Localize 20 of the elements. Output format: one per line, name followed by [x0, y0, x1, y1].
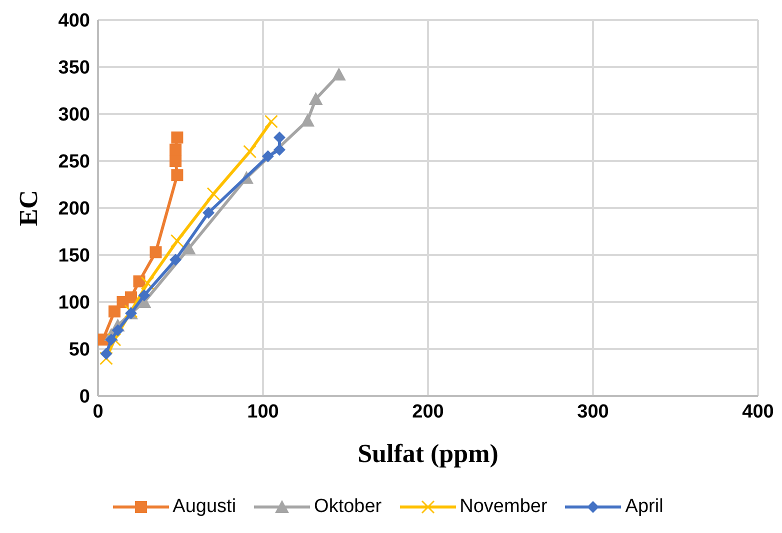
y-tick-label: 0 — [79, 386, 90, 408]
y-tick-label: 50 — [68, 340, 90, 361]
x-tick-label: 200 — [412, 401, 444, 422]
legend-label: Oktober — [314, 496, 382, 518]
x-tick-label: 100 — [247, 401, 279, 422]
x-tick-label: 0 — [92, 401, 104, 422]
y-tick-label: 200 — [58, 198, 90, 220]
y-tick-label: 250 — [58, 152, 90, 173]
legend-label: November — [460, 496, 548, 518]
x-axis-title: Sulfat (ppm) — [358, 439, 498, 468]
y-tick-label: 100 — [58, 292, 90, 314]
x-tick-label: 300 — [577, 401, 609, 422]
y-tick-label: 300 — [58, 104, 90, 126]
y-tick-label: 350 — [58, 58, 90, 79]
legend-label: April — [625, 496, 664, 518]
y-axis-title: EC — [14, 190, 44, 226]
y-tick-label: 400 — [58, 10, 90, 32]
x-tick-label: 400 — [742, 401, 774, 422]
legend-label: Augusti — [172, 496, 236, 518]
y-tick-label: 150 — [58, 246, 90, 267]
